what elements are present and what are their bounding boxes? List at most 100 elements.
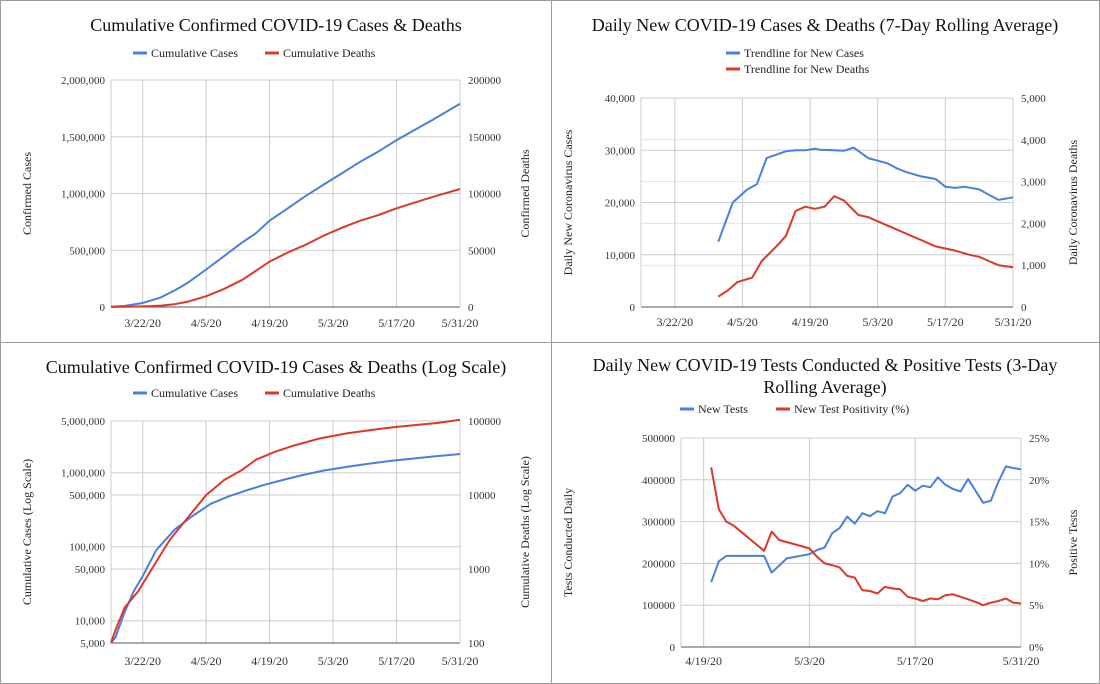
y2-tick-label: 5,000	[1021, 93, 1046, 105]
x-tick-label: 5/3/20	[862, 315, 893, 329]
chart-panel-cumulative-log: Cumulative Confirmed COVID-19 Cases & De…	[0, 342, 552, 684]
x-tick-label: 4/19/20	[685, 654, 722, 668]
series-line-cumulative-deaths	[110, 418, 461, 644]
y-tick-label: 1,000,000	[61, 468, 106, 480]
series-line-trendline-for-new-deaths	[717, 195, 1014, 298]
y-axis-title: Confirmed Cases	[20, 152, 34, 235]
legend-label: Trendline for New Deaths	[744, 62, 870, 76]
x-tick-label: 5/3/20	[318, 316, 349, 330]
y-axis-title: Tests Conducted Daily	[561, 488, 575, 597]
y-tick-label: 30,000	[605, 145, 636, 157]
y-tick-label: 5,000	[80, 638, 105, 650]
y2-tick-label: 1,000	[1021, 260, 1046, 272]
x-tick-label: 5/31/20	[995, 315, 1032, 329]
y-tick-label: 1,000,000	[61, 189, 106, 201]
y2-axis-title: Positive Tests	[1066, 509, 1080, 575]
chart-svg: Daily New COVID-19 Tests Conducted & Pos…	[561, 355, 1080, 668]
y2-tick-label: 3,000	[1021, 177, 1046, 189]
x-tick-label: 5/3/20	[318, 654, 349, 668]
chart-title: Rolling Average)	[763, 377, 886, 398]
series-line-trendline-for-new-cases	[717, 146, 1014, 243]
x-tick-label: 4/5/20	[727, 315, 758, 329]
y2-tick-label: 25%	[1029, 433, 1049, 445]
y-axis-title: Daily New Coronavirus Cases	[561, 129, 575, 275]
y-tick-label: 100000	[642, 600, 676, 612]
chart-panel-tests: Daily New COVID-19 Tests Conducted & Pos…	[551, 342, 1100, 684]
legend-label: Cumulative Deaths	[283, 386, 376, 400]
x-tick-label: 4/19/20	[251, 654, 288, 668]
y-tick-label: 500,000	[69, 245, 105, 257]
y2-axis-title: Cumulative Deaths (Log Scale)	[518, 456, 532, 608]
chart-title: Cumulative Confirmed COVID-19 Cases & De…	[90, 15, 461, 35]
y2-tick-label: 0	[468, 302, 474, 314]
x-tick-label: 3/22/20	[124, 316, 161, 330]
x-tick-label: 5/17/20	[897, 654, 934, 668]
y-tick-label: 50,000	[75, 564, 106, 576]
y2-tick-label: 1000	[468, 564, 491, 576]
y-tick-label: 0	[100, 302, 106, 314]
y-tick-label: 200000	[642, 558, 676, 570]
y-tick-label: 500000	[642, 433, 676, 445]
y-tick-label: 0	[630, 302, 636, 314]
chart-svg: Cumulative Confirmed COVID-19 Cases & De…	[20, 15, 532, 330]
chart-svg: Daily New COVID-19 Cases & Deaths (7-Day…	[561, 15, 1080, 329]
x-tick-label: 5/17/20	[378, 316, 415, 330]
y-tick-label: 10,000	[75, 616, 106, 628]
chart-panel-daily-new: Daily New COVID-19 Cases & Deaths (7-Day…	[551, 0, 1100, 343]
series-line-new-tests	[710, 465, 1022, 583]
y2-tick-label: 10%	[1029, 558, 1049, 570]
y2-axis-title: Confirmed Deaths	[518, 149, 532, 238]
y-tick-label: 2,000,000	[61, 75, 106, 87]
chart-title: Daily New COVID-19 Tests Conducted & Pos…	[593, 355, 1058, 376]
y-tick-label: 20,000	[605, 198, 636, 210]
y-tick-label: 100,000	[69, 542, 105, 554]
y2-tick-label: 100000	[468, 416, 502, 428]
x-tick-label: 5/31/20	[442, 654, 479, 668]
x-tick-label: 5/31/20	[442, 316, 479, 330]
y2-tick-label: 0%	[1029, 642, 1044, 654]
y2-tick-label: 100	[468, 638, 485, 650]
series-line-cumulative-cases	[110, 102, 461, 308]
chart-svg: Cumulative Confirmed COVID-19 Cases & De…	[20, 357, 532, 668]
x-tick-label: 3/22/20	[656, 315, 693, 329]
y-tick-label: 1,500,000	[61, 132, 106, 144]
legend-label: Cumulative Cases	[151, 386, 238, 400]
y2-tick-label: 50000	[468, 245, 496, 257]
series-line-cumulative-deaths	[110, 188, 461, 308]
x-tick-label: 4/19/20	[251, 316, 288, 330]
y2-tick-label: 150000	[468, 132, 502, 144]
chart-title: Daily New COVID-19 Cases & Deaths (7-Day…	[592, 15, 1059, 36]
y2-tick-label: 100000	[468, 189, 502, 201]
legend-label: Trendline for New Cases	[744, 46, 864, 60]
legend-label: Cumulative Deaths	[283, 46, 376, 60]
y2-tick-label: 15%	[1029, 517, 1049, 529]
y2-tick-label: 200000	[468, 75, 502, 87]
y-axis-title: Cumulative Cases (Log Scale)	[20, 459, 34, 605]
x-tick-label: 5/17/20	[927, 315, 964, 329]
x-tick-label: 5/3/20	[794, 654, 825, 668]
y2-tick-label: 10000	[468, 490, 496, 502]
chart-title: Cumulative Confirmed COVID-19 Cases & De…	[46, 357, 506, 378]
legend-label: New Tests	[698, 402, 748, 416]
y-tick-label: 400000	[642, 475, 676, 487]
y-tick-label: 40,000	[605, 93, 636, 105]
y2-tick-label: 20%	[1029, 475, 1049, 487]
y-tick-label: 300000	[642, 517, 676, 529]
y2-axis-title: Daily Coronavirus Deaths	[1066, 140, 1080, 266]
x-tick-label: 5/31/20	[1003, 654, 1040, 668]
x-tick-label: 3/22/20	[124, 654, 161, 668]
y-tick-label: 0	[670, 642, 676, 654]
series-line-cumulative-cases	[110, 453, 461, 644]
legend-label: Cumulative Cases	[151, 46, 238, 60]
series-line-new-test-positivity	[710, 467, 1022, 607]
y-tick-label: 5,000,000	[61, 416, 106, 428]
y2-tick-label: 2,000	[1021, 218, 1046, 230]
y-tick-label: 500,000	[69, 490, 105, 502]
x-tick-label: 5/17/20	[378, 654, 415, 668]
x-tick-label: 4/5/20	[191, 654, 222, 668]
x-tick-label: 4/19/20	[792, 315, 829, 329]
chart-panel-cumulative: Cumulative Confirmed COVID-19 Cases & De…	[0, 0, 552, 343]
y-tick-label: 10,000	[605, 250, 636, 262]
y2-tick-label: 0	[1021, 302, 1027, 314]
y2-tick-label: 4,000	[1021, 135, 1046, 147]
